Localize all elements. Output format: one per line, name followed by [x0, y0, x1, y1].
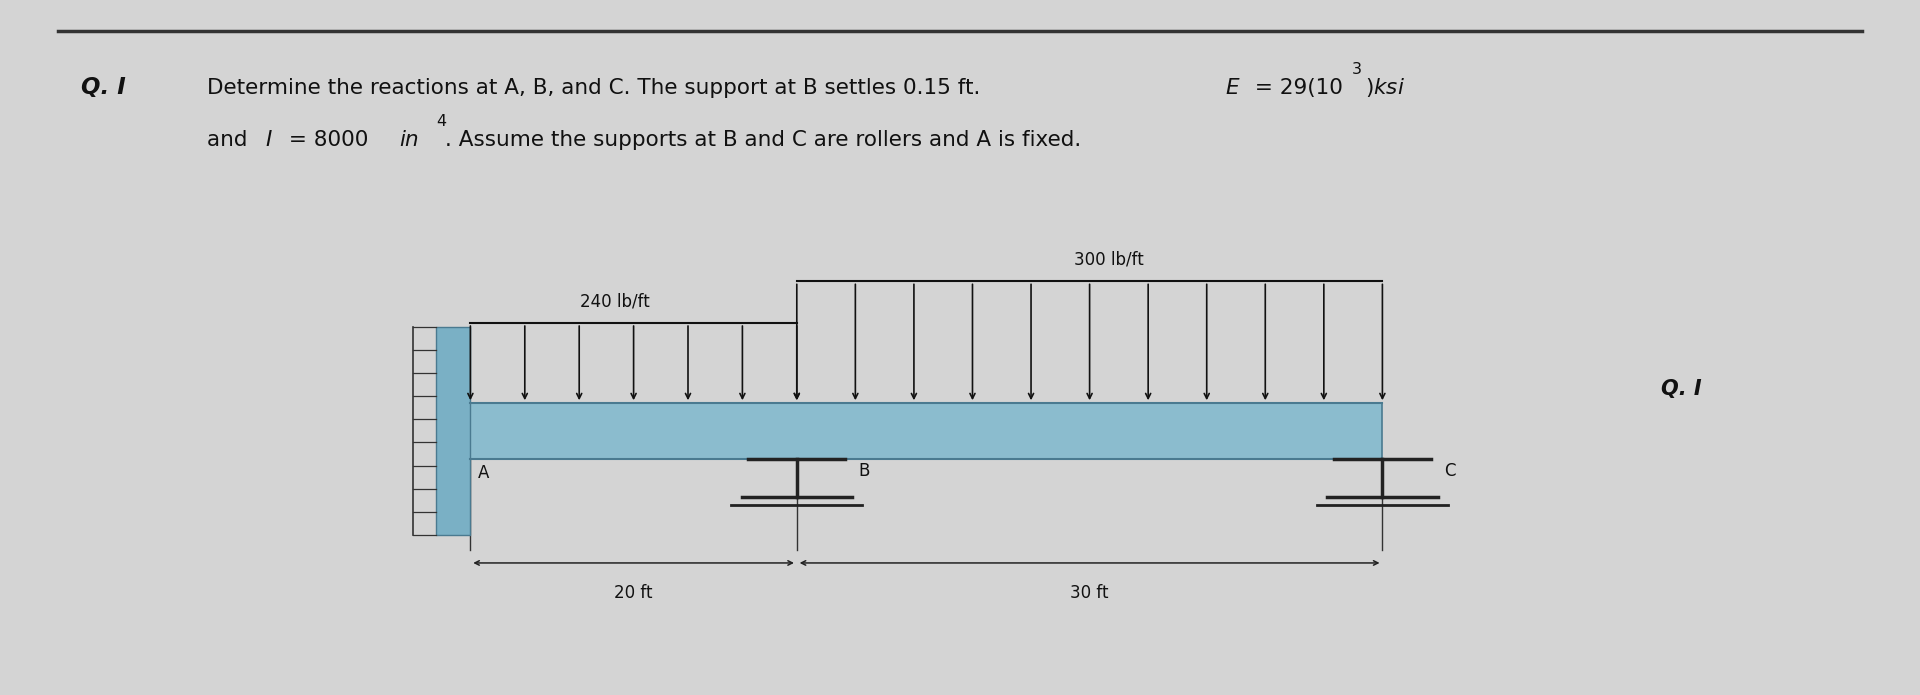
Text: 240 lb/ft: 240 lb/ft: [580, 293, 649, 311]
Text: and: and: [207, 130, 255, 150]
Bar: [470, 403, 1382, 459]
Text: = 8000: = 8000: [282, 130, 376, 150]
Text: . Assume the supports at B and C are rollers and A is fixed.: . Assume the supports at B and C are rol…: [445, 130, 1081, 150]
Text: C: C: [1444, 462, 1455, 480]
Text: 30 ft: 30 ft: [1069, 584, 1110, 602]
Text: $I$: $I$: [265, 130, 273, 150]
Text: 300 lb/ft: 300 lb/ft: [1073, 251, 1144, 269]
Text: 3: 3: [1352, 63, 1361, 77]
Text: Q. I: Q. I: [1661, 379, 1701, 399]
Text: Q. I: Q. I: [81, 76, 125, 99]
Text: 20 ft: 20 ft: [614, 584, 653, 602]
Text: = 29(10: = 29(10: [1248, 78, 1342, 98]
Text: )$ksi$: )$ksi$: [1365, 76, 1405, 99]
Text: A: A: [478, 464, 490, 482]
Text: B: B: [858, 462, 870, 480]
Text: $in$: $in$: [399, 130, 419, 150]
Text: 4: 4: [436, 115, 445, 129]
Bar: [436, 327, 470, 535]
Text: Determine the reactions at A, B, and C. The support at B settles 0.15 ft.: Determine the reactions at A, B, and C. …: [207, 78, 987, 98]
Text: $E$: $E$: [1225, 78, 1240, 98]
